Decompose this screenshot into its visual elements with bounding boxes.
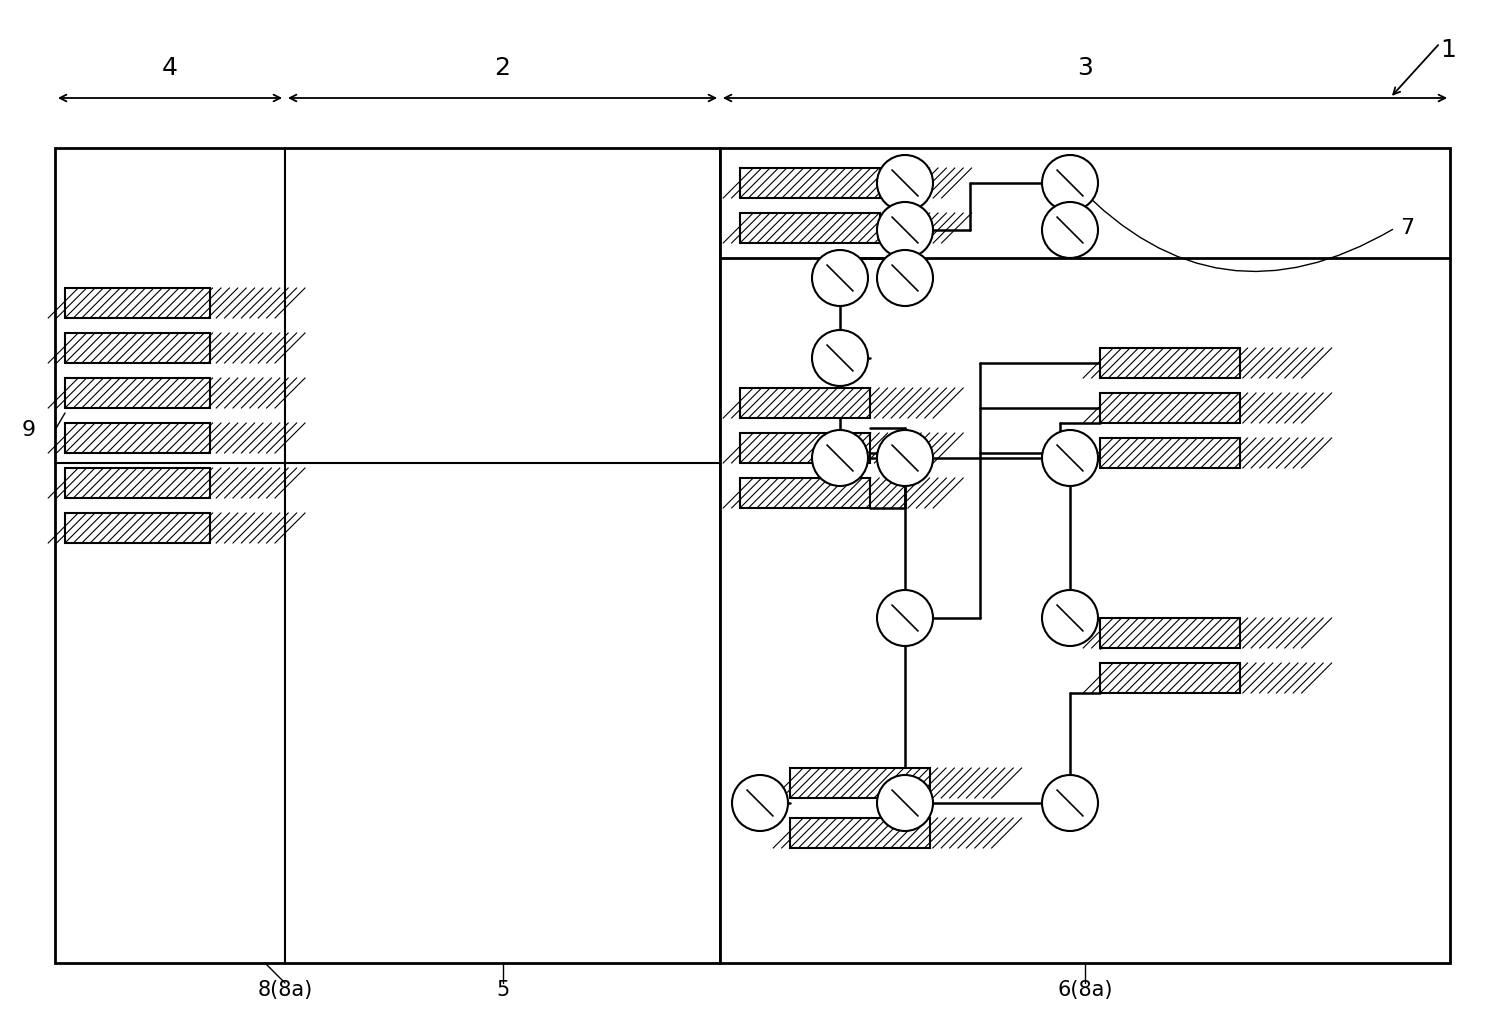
Circle shape: [878, 250, 933, 306]
Text: 9: 9: [23, 420, 36, 440]
Bar: [719, 148, 1451, 963]
Bar: [790, 768, 930, 798]
Circle shape: [731, 775, 789, 831]
Circle shape: [811, 430, 869, 486]
Circle shape: [811, 330, 869, 386]
Circle shape: [878, 775, 933, 831]
Bar: [1099, 663, 1240, 693]
Circle shape: [1042, 202, 1098, 258]
Circle shape: [878, 202, 933, 258]
Bar: [65, 288, 210, 318]
Bar: [65, 423, 210, 453]
Circle shape: [811, 250, 869, 306]
Bar: [54, 148, 719, 963]
Text: 4: 4: [161, 56, 178, 80]
Bar: [740, 388, 870, 418]
Bar: [65, 333, 210, 363]
Bar: [65, 378, 210, 408]
Circle shape: [1042, 775, 1098, 831]
Text: 7: 7: [1399, 218, 1415, 238]
Bar: [740, 213, 881, 243]
Bar: [1099, 618, 1240, 648]
Text: 6(8a): 6(8a): [1057, 980, 1113, 1000]
Bar: [740, 478, 870, 508]
Bar: [1099, 393, 1240, 423]
Bar: [65, 468, 210, 498]
Text: 5: 5: [496, 980, 510, 1000]
Circle shape: [1042, 155, 1098, 211]
Circle shape: [1042, 590, 1098, 646]
Circle shape: [878, 590, 933, 646]
Bar: [1099, 348, 1240, 378]
Bar: [1099, 438, 1240, 468]
Bar: [740, 168, 881, 197]
Bar: [790, 818, 930, 848]
Bar: [65, 513, 210, 543]
Circle shape: [878, 155, 933, 211]
Text: 3: 3: [1077, 56, 1093, 80]
Text: 2: 2: [495, 56, 511, 80]
Text: 1: 1: [1440, 38, 1455, 62]
Circle shape: [1042, 430, 1098, 486]
Circle shape: [878, 430, 933, 486]
Bar: [740, 433, 870, 463]
Text: 8(8a): 8(8a): [258, 980, 312, 1000]
